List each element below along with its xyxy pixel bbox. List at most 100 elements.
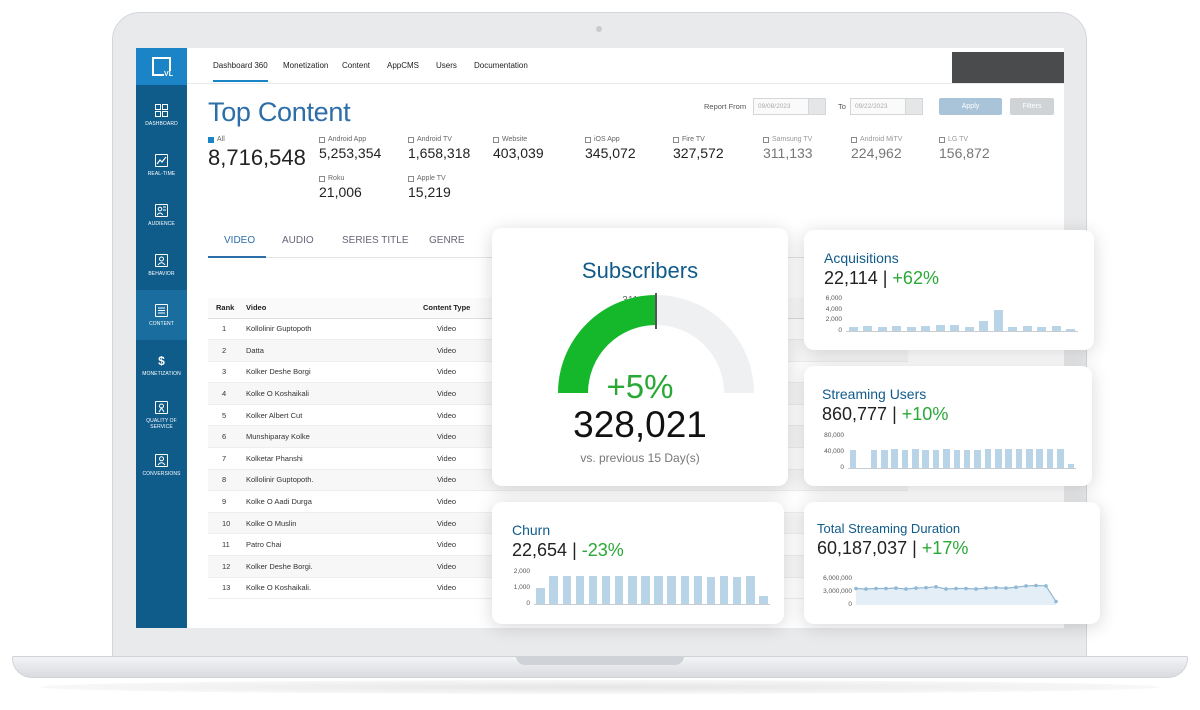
chart-bar [628, 575, 637, 604]
chart-bar [849, 449, 857, 468]
platform-value: 327,572 [673, 145, 724, 161]
checkbox-icon[interactable] [408, 175, 414, 182]
chart-bar [1037, 326, 1047, 331]
behavior-icon [155, 253, 168, 267]
acquisitions-value: 22,114 [824, 268, 878, 288]
platform-filter[interactable]: Samsung TV [763, 136, 813, 143]
platform-filter[interactable]: Android TV [408, 136, 470, 143]
platform-filter[interactable]: Roku [319, 175, 362, 182]
sidebar-item-label: DASHBOARD [145, 120, 178, 127]
platform-filter[interactable]: Fire TV [673, 136, 724, 143]
chart-bar [536, 588, 545, 604]
sidebar-item-behavior[interactable]: BEHAVIOR [136, 240, 187, 290]
column-header-rank[interactable]: Rank [208, 298, 238, 319]
app-logo[interactable]: VL [136, 48, 187, 85]
sidebar-item-monetization[interactable]: $ MONETIZATION [136, 340, 187, 390]
checkbox-icon[interactable] [673, 136, 679, 143]
tab-audio[interactable]: AUDIO [282, 235, 314, 246]
data-point [994, 585, 998, 590]
chart-baseline [846, 331, 1078, 332]
y-tick-label: 2,000 [513, 568, 530, 575]
sidebar-item-quality-of-service[interactable]: QUALITY OF SERVICE [136, 390, 187, 440]
streaming-users-card: Streaming Users 860,777 | +10% 80,000 40,… [804, 366, 1092, 486]
y-tick-label: 4,000 [825, 305, 842, 313]
nav-dashboard-360[interactable]: Dashboard 360 [213, 61, 268, 82]
chart-bar [994, 449, 1002, 468]
rank-cell: 8 [208, 469, 238, 492]
platform-filter[interactable]: Android MiTV [851, 136, 902, 143]
chart-bar [1046, 448, 1054, 468]
apply-button[interactable]: Apply [939, 98, 1002, 115]
platform-filter[interactable]: iOS App [585, 136, 636, 143]
platform-value: 224,962 [851, 145, 902, 161]
nav-appcms[interactable]: AppCMS [387, 61, 420, 70]
platform-label: Android MiTV [860, 136, 903, 143]
checkbox-icon[interactable] [319, 136, 325, 143]
sidebar-item-content[interactable]: CONTENT [136, 290, 187, 340]
chart-bar [693, 576, 703, 604]
filters-button[interactable]: Filters [1010, 98, 1054, 115]
rank-cell: 3 [208, 361, 238, 384]
tab-series-title[interactable]: SERIES TITLE [342, 235, 409, 246]
tab-genre[interactable]: GENRE [429, 235, 465, 246]
from-date-field[interactable]: 09/08/2023 [753, 98, 826, 115]
sidebar-item-dashboard[interactable]: DASHBOARD [136, 90, 187, 140]
chart-bar [1036, 449, 1044, 468]
checkbox-icon[interactable] [493, 136, 499, 143]
platform-value: 5,253,354 [319, 145, 382, 161]
chart-bar [575, 576, 585, 604]
calendar-icon[interactable] [905, 99, 922, 114]
chart-bar [953, 449, 961, 468]
chart-bar [719, 576, 729, 604]
rank-cell: 13 [208, 577, 238, 600]
video-cell: Kolke O Aadi Durga [238, 490, 423, 513]
y-tick-label: 0 [840, 464, 844, 471]
checkbox-icon[interactable] [208, 136, 214, 143]
checkbox-icon[interactable] [939, 136, 945, 143]
sidebar-item-real-time[interactable]: REAL-TIME [136, 140, 187, 190]
data-point [894, 586, 898, 590]
data-point [964, 586, 968, 591]
platform-filter[interactable]: LG TV [939, 136, 990, 143]
chart-bar [1015, 448, 1023, 468]
checkbox-icon[interactable] [851, 136, 857, 143]
data-point [974, 587, 978, 591]
platform-filter[interactable]: Android App [319, 136, 381, 143]
data-point [874, 586, 878, 591]
platform-label: Website [502, 136, 528, 143]
platform-label: Android App [328, 136, 367, 143]
sidebar-item-conversions[interactable]: CONVERSIONS [136, 440, 187, 490]
column-header-video[interactable]: Video [238, 298, 423, 319]
user-account-area[interactable] [952, 52, 1064, 83]
nav-documentation[interactable]: Documentation [474, 61, 528, 70]
platform-value: 403,039 [493, 145, 544, 161]
chart-bar [759, 596, 768, 604]
platform-filter[interactable]: Website [493, 136, 544, 143]
quality-icon [155, 400, 168, 414]
nav-users[interactable]: Users [436, 61, 457, 70]
streaming-users-title: Streaming Users [822, 386, 927, 402]
sidebar-item-audience[interactable]: AUDIENCE [136, 190, 187, 240]
platform-filter[interactable]: Apple TV [408, 175, 451, 182]
logo-icon: VL [152, 57, 173, 78]
nav-content[interactable]: Content [342, 61, 371, 70]
chart-bar [733, 576, 742, 604]
platform-value: 311,133 [763, 145, 813, 161]
y-tick-label: 0 [838, 327, 842, 334]
checkbox-icon[interactable] [763, 136, 769, 143]
churn-change: -23% [581, 540, 624, 560]
laptop-shadow [40, 680, 1160, 694]
data-point [914, 586, 918, 590]
tab-video[interactable]: VIDEO [224, 235, 256, 246]
chart-bar [1066, 329, 1076, 331]
chart-bar [964, 327, 974, 331]
to-date-field[interactable]: 09/22/2023 [850, 98, 923, 115]
platform-stat-all: All 8,716,548 [208, 136, 306, 171]
y-tick-label: 40,000 [824, 448, 844, 455]
checkbox-icon[interactable] [408, 136, 414, 143]
nav-monetization[interactable]: Monetization [283, 61, 329, 70]
checkbox-icon[interactable] [319, 175, 325, 182]
checkbox-icon[interactable] [585, 136, 591, 143]
platform-filter[interactable]: All [208, 136, 306, 143]
calendar-icon[interactable] [808, 99, 825, 114]
